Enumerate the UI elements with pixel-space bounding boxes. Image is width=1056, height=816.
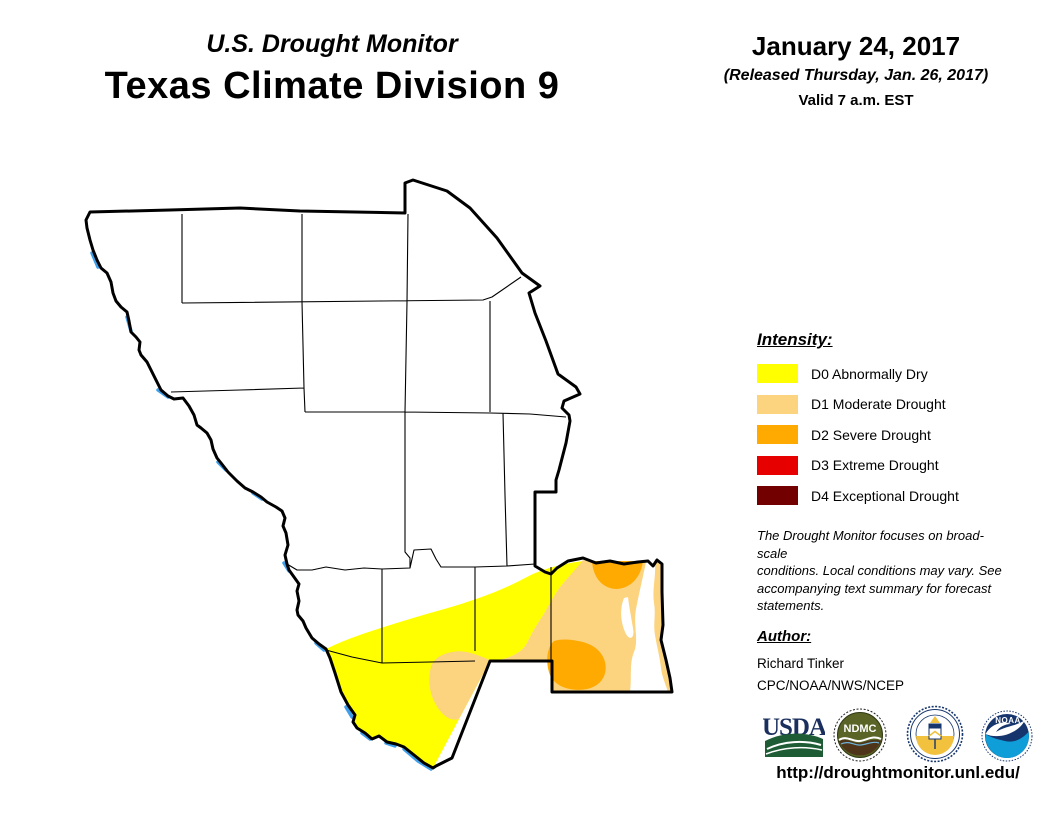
legend-row-d4: D4 Exceptional Drought [757,486,1037,505]
valid-time: Valid 7 a.m. EST [798,92,914,109]
d2-severe-drought-blob-south [547,639,606,690]
disclaimer-text: The Drought Monitor focuses on broad-sca… [757,528,1002,613]
d2-severe-drought-blob-north [592,561,643,589]
d1-moderate-drought-area-east [490,560,672,692]
author-block: Author: Richard Tinker CPC/NOAA/NWS/NCEP [757,628,1007,693]
droughtmonitor-url: http://droughtmonitor.unl.edu/ [776,763,1020,782]
map-date: January 24, 2017 [751,31,961,61]
legend-row-d2: D2 Severe Drought [757,425,1037,444]
legend-row-d1: D1 Moderate Drought [757,394,1037,414]
county-borders [170,213,567,664]
noaa-logo: NOAA [981,710,1033,762]
noaa-logo-text: NOAA [995,716,1021,725]
commerce-seal-logo [906,705,964,763]
d1-moderate-drought-area-southwest [429,651,490,720]
released-date: (Released Thursday, Jan. 26, 2017) [723,67,989,84]
d1-swatch [757,394,798,414]
drought-areas [326,560,672,768]
d0-swatch [757,364,798,383]
page-title: Texas Climate Division 9 [104,65,560,107]
legend: Intensity: D0 Abnormally Dry D1 Moderate… [757,330,1037,517]
d2-label: D2 Severe Drought [811,426,931,443]
ndmc-logo: NDMC [833,708,887,762]
d4-swatch [757,486,798,505]
coastal-white-patch [621,597,634,638]
d1-label: D1 Moderate Drought [811,396,946,412]
usda-logo: USDA [763,714,825,757]
author-name: Richard Tinker [757,656,845,671]
legend-row-d3: D3 Extreme Drought [757,455,1037,475]
usda-field-icon [765,733,823,757]
author-org: CPC/NOAA/NWS/NCEP [757,678,905,693]
laguna-madre-white-area [630,562,668,692]
division-boundary [84,178,674,770]
d3-label: D3 Extreme Drought [811,457,939,473]
eagle-icon [930,716,940,723]
report-subtitle: U.S. Drought Monitor [206,30,458,58]
title-block: U.S. Drought Monitor Texas Climate Divis… [72,0,592,108]
ndmc-logo-text: NDMC [844,723,877,735]
author-heading: Author: [757,628,812,645]
seagull-icon [985,720,1025,737]
d3-swatch [757,455,798,475]
d2-swatch [757,425,798,444]
legend-heading: Intensity: [757,330,833,349]
date-block: January 24, 2017 (Released Thursday, Jan… [700,0,1012,109]
d0-label: D0 Abnormally Dry [811,365,928,382]
legend-row-d0: D0 Abnormally Dry [757,364,1037,383]
d4-label: D4 Exceptional Drought [811,487,959,504]
